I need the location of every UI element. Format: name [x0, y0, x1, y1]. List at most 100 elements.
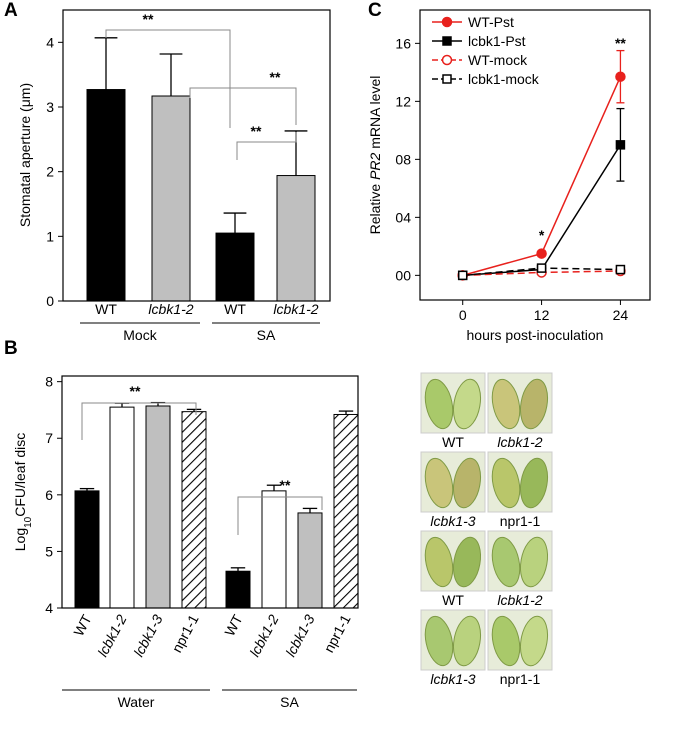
photo-label: WT: [442, 592, 464, 608]
y-tick-label: 0: [46, 293, 54, 309]
x-tick-label: 0: [459, 307, 467, 323]
series-line: [462, 76, 622, 277]
x-tick-label: WT: [221, 612, 246, 639]
leaf: [519, 457, 549, 509]
x-tick-label: WT: [70, 612, 95, 639]
panel-label: C: [368, 0, 382, 21]
data-point: [536, 263, 547, 273]
legend-marker: [442, 36, 452, 46]
significance-label: **: [280, 477, 291, 493]
bar: [333, 413, 359, 609]
legend-marker: [441, 16, 453, 28]
y-axis-label-part: Relative: [367, 180, 383, 234]
y-tick-label: 4: [45, 600, 53, 616]
bar: [261, 490, 287, 609]
leaf: [452, 615, 482, 667]
photo-label: WT: [442, 434, 464, 450]
leaf: [452, 457, 482, 509]
bar: [276, 175, 316, 302]
bar: [145, 405, 171, 609]
photo-label: npr1-1: [500, 513, 541, 529]
panel-label: B: [4, 338, 18, 359]
legend-label: WT-Pst: [468, 14, 514, 30]
bar: [215, 232, 255, 302]
bar: [109, 406, 135, 609]
group-label: SA: [280, 694, 299, 710]
photo-label: lcbk1-2: [497, 592, 542, 608]
significance-bracket: [105, 29, 231, 128]
y-axis-label-part: mRNA level: [367, 76, 383, 153]
data-point: [615, 264, 626, 275]
leaf: [424, 615, 454, 667]
leaf: [424, 378, 454, 430]
bar: [151, 95, 191, 302]
significance-bracket: [236, 132, 297, 160]
y-tick-label: 7: [45, 430, 53, 446]
y-tick-label: 00: [395, 267, 411, 283]
legend-label: WT-mock: [468, 52, 528, 68]
y-axis-label-part: CFU/leaf disc: [12, 433, 28, 517]
x-tick-label: lcbk1-3: [282, 612, 317, 660]
legend-marker: [441, 54, 453, 66]
y-tick-label: 1: [46, 228, 54, 244]
y-axis-label-part: Log: [12, 528, 28, 551]
legend-marker: [442, 74, 452, 84]
legend-label: lcbk1-mock: [468, 71, 540, 87]
significance-label: **: [251, 123, 262, 139]
plot-frame: [61, 375, 359, 609]
x-tick-label: npr1-1: [321, 612, 354, 655]
leaf: [424, 536, 454, 588]
x-tick-label: lcbk1-2: [94, 612, 129, 660]
legend-label: lcbk1-Pst: [468, 33, 526, 49]
data-point: [615, 71, 626, 82]
y-axis-label: Log10CFU/leaf disc: [12, 433, 34, 552]
y-tick-label: 4: [46, 34, 54, 50]
leaf: [491, 615, 521, 667]
significance-bracket: [237, 496, 323, 535]
significance-bracket: [189, 87, 297, 125]
y-tick-label: 3: [46, 99, 54, 115]
photo-label: lcbk1-2: [497, 434, 542, 450]
panel-label: A: [4, 0, 18, 21]
x-tick-label: lcbk1-2: [273, 301, 318, 317]
y-tick-label: 6: [45, 487, 53, 503]
y-tick-label: 5: [45, 543, 53, 559]
photo-label: lcbk1-3: [430, 671, 475, 687]
y-tick-label: 12: [395, 93, 411, 109]
leaf: [491, 378, 521, 430]
leaf: [519, 615, 549, 667]
x-tick-label: 24: [613, 307, 629, 323]
group-label: Mock: [123, 327, 157, 343]
y-tick-label: 16: [395, 35, 411, 51]
x-tick-label: lcbk1-2: [148, 301, 193, 317]
data-point: [457, 270, 468, 281]
x-tick-label: WT: [224, 301, 246, 317]
bar: [74, 490, 100, 609]
significance-label: **: [615, 35, 626, 51]
significance-bracket: [81, 402, 197, 440]
significance-label: *: [539, 227, 545, 243]
significance-label: **: [270, 69, 281, 85]
x-tick-label: lcbk1-2: [246, 612, 281, 660]
photo-label: lcbk1-3: [430, 513, 475, 529]
significance-label: **: [143, 11, 154, 27]
x-axis-label: hours post-inoculation: [467, 327, 604, 343]
plot-frame: [419, 9, 651, 301]
leaf: [491, 536, 521, 588]
y-axis-label-part: Stomatal aperture (μm): [17, 83, 33, 227]
y-tick-label: 08: [395, 151, 411, 167]
x-tick-label: 12: [534, 307, 550, 323]
photo-label: npr1-1: [500, 671, 541, 687]
group-label: Water: [118, 694, 155, 710]
bar: [181, 411, 207, 609]
x-tick-label: lcbk1-3: [130, 612, 165, 660]
bar: [297, 512, 323, 609]
leaf: [452, 378, 482, 430]
bar: [86, 89, 126, 302]
y-axis-label-part: 10: [23, 516, 34, 528]
y-axis-label-part: PR2: [367, 152, 383, 179]
plot-frame: [62, 9, 331, 302]
leaf: [424, 457, 454, 509]
leaf: [519, 378, 549, 430]
